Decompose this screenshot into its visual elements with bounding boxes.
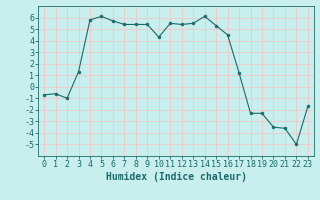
X-axis label: Humidex (Indice chaleur): Humidex (Indice chaleur) [106,172,246,182]
